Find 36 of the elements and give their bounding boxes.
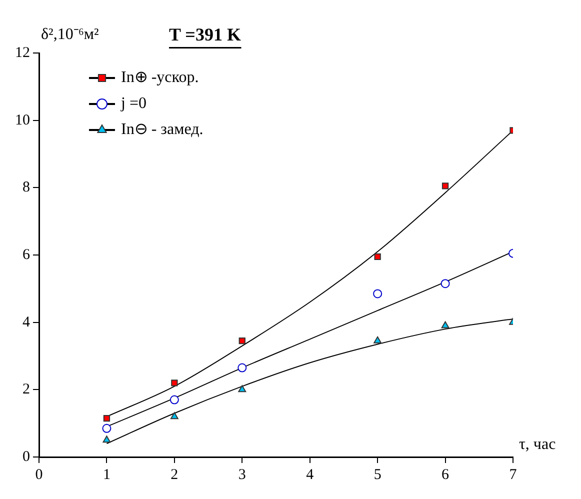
x-axis-title: τ, час [519, 436, 556, 454]
y-tick-label: 4 [22, 314, 30, 330]
y-tick-label: 10 [15, 112, 30, 128]
point [373, 289, 382, 298]
point [238, 363, 247, 372]
point [170, 395, 179, 404]
point [238, 338, 246, 344]
point [171, 380, 178, 386]
point [374, 336, 382, 344]
y-axis-title: δ²,10⁻⁶м² [41, 26, 100, 44]
y-tick-label: 6 [22, 246, 30, 263]
point [103, 414, 110, 422]
point [238, 385, 246, 392]
legend-label: In⊖ - замед. [121, 121, 204, 138]
point [374, 253, 381, 260]
point [102, 436, 111, 443]
x-tick-label: 1 [102, 466, 110, 483]
x-tick-label: 4 [306, 466, 314, 483]
x-tick-label: 5 [374, 466, 382, 483]
point [102, 424, 112, 433]
x-tick-label: 6 [442, 466, 450, 483]
legend-label: In⊕ -ускор. [121, 69, 199, 86]
y-tick-label: 2 [22, 382, 30, 398]
y-tick-label: 8 [22, 180, 30, 196]
point [441, 321, 450, 328]
point [170, 412, 178, 420]
point [442, 182, 449, 190]
chart-title: T =391 K [169, 24, 241, 45]
y-tick-label: 0 [22, 448, 30, 465]
x-tick-label: 0 [35, 466, 43, 483]
x-tick-label: 3 [238, 466, 246, 483]
point [440, 279, 450, 288]
x-tick-label: 2 [170, 466, 178, 483]
legend-label: j =0 [120, 95, 146, 112]
x-tick-label: 7 [509, 466, 518, 483]
y-tick-label: 12 [15, 44, 30, 61]
